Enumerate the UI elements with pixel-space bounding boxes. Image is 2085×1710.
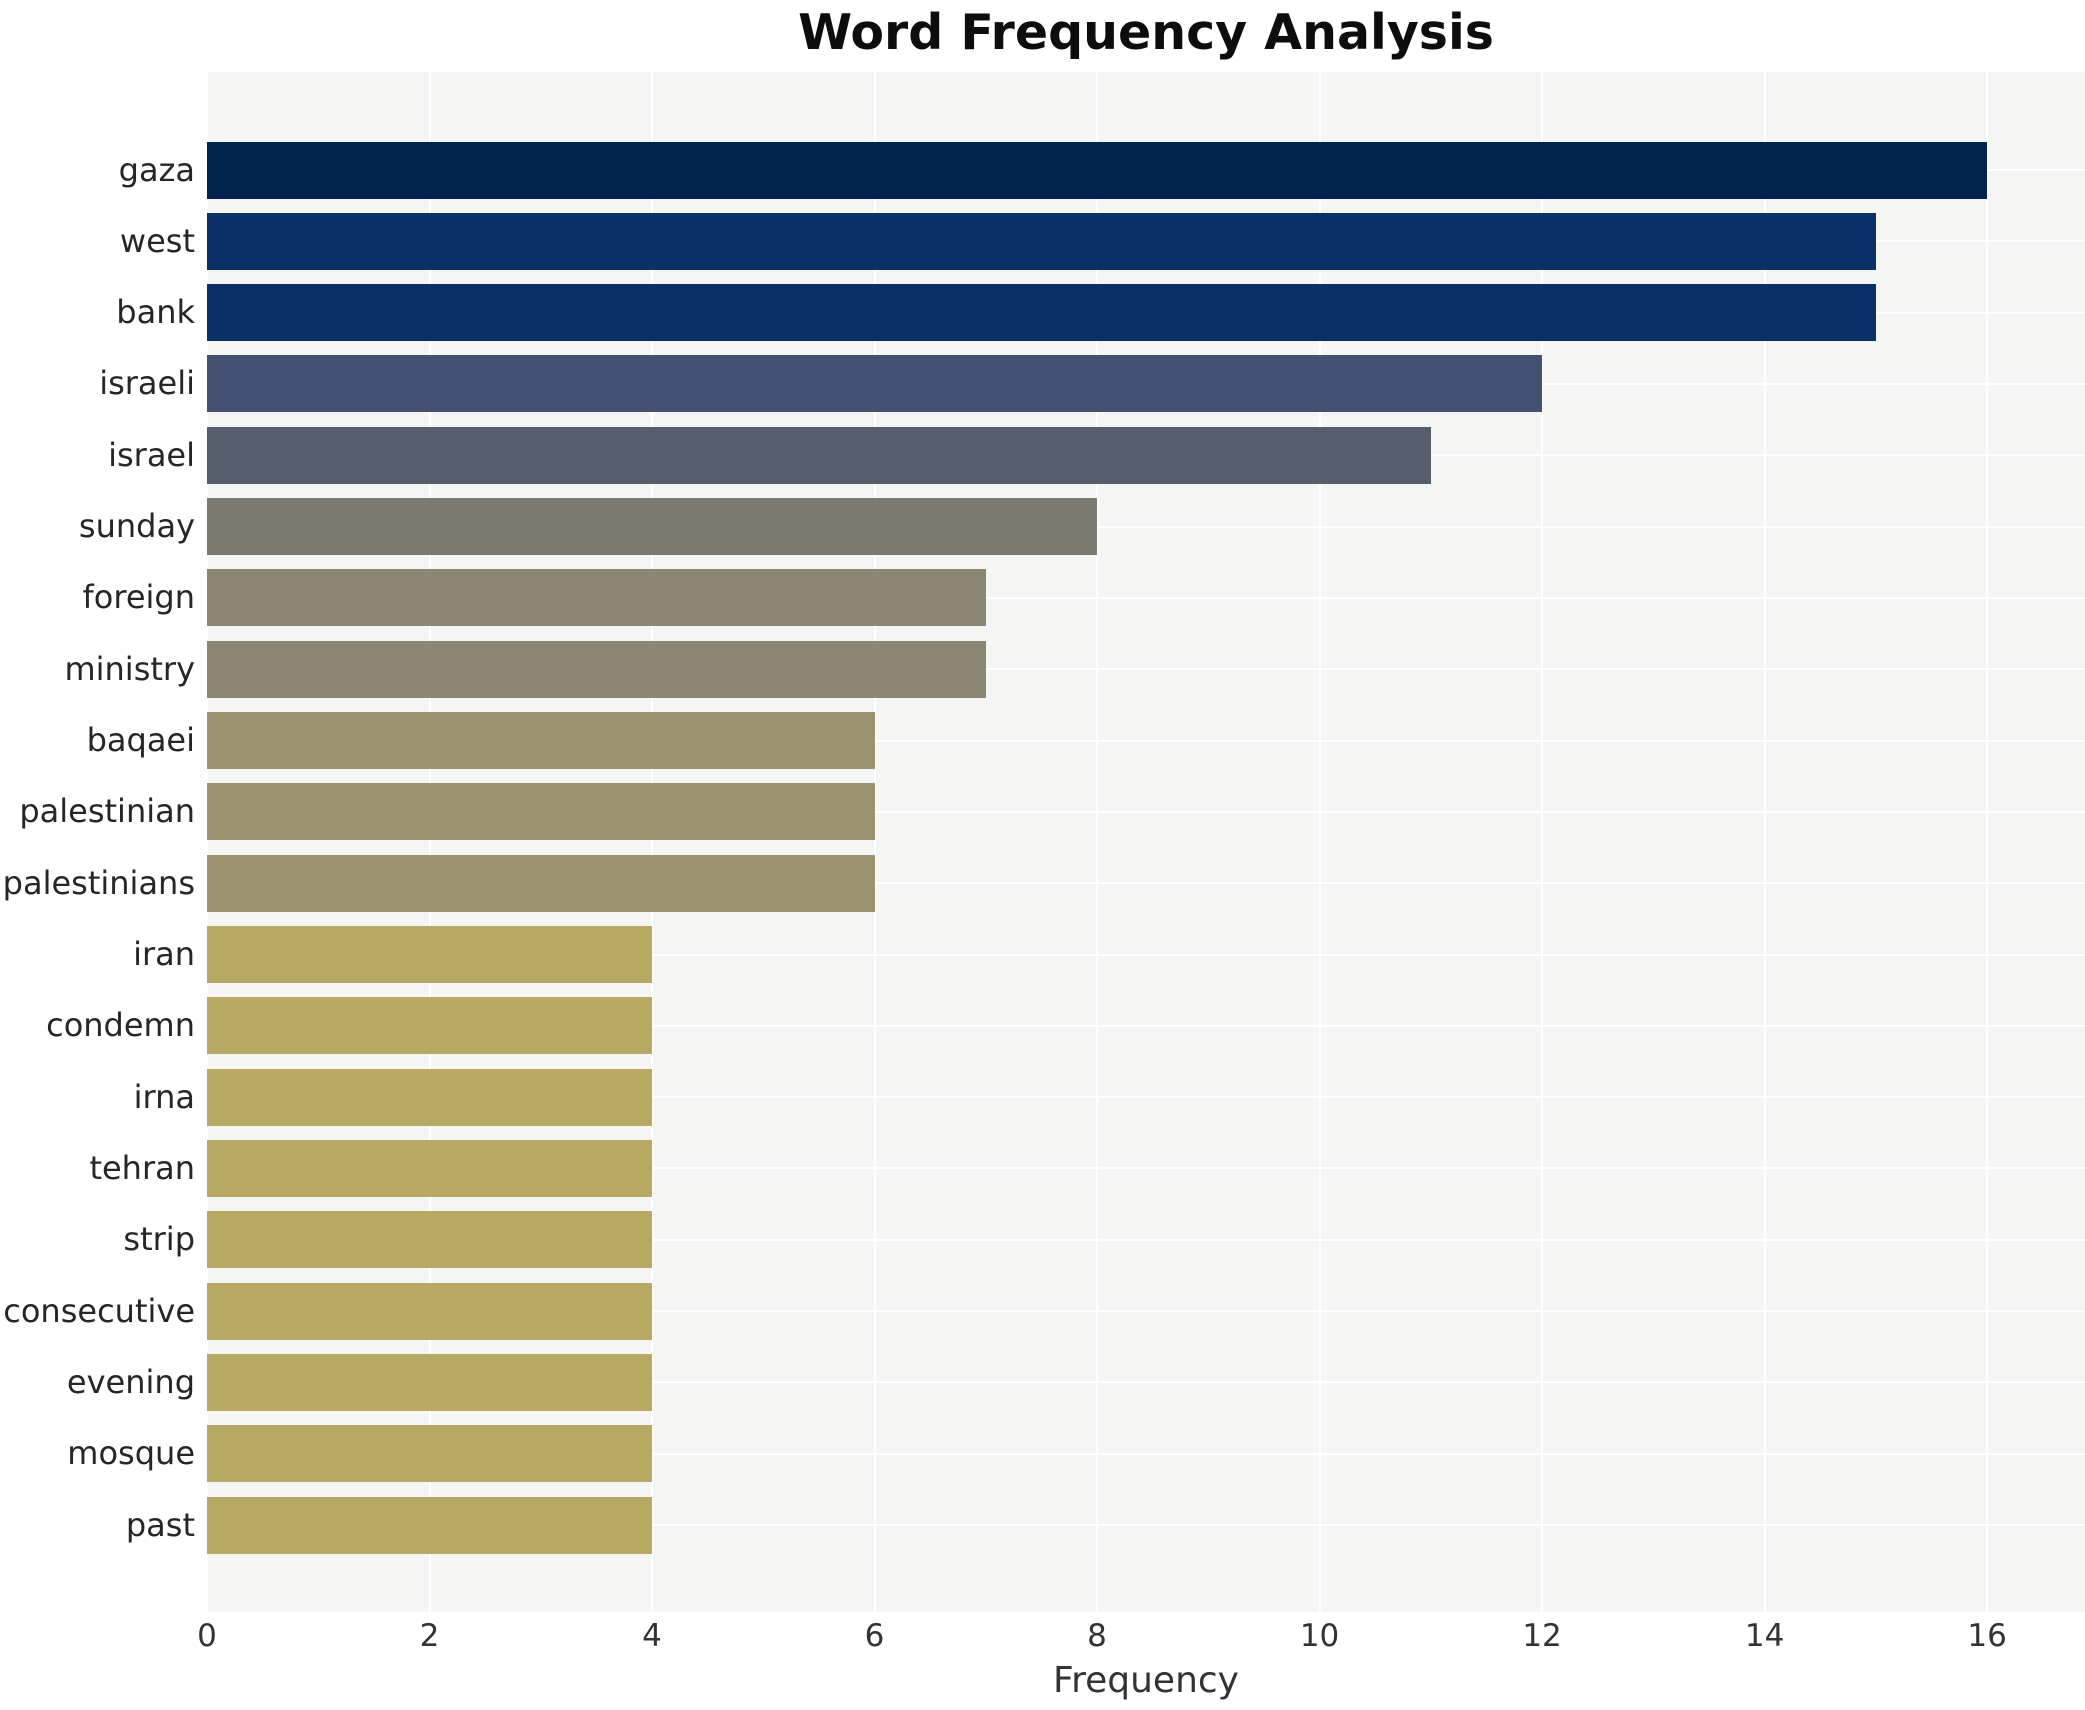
horizontal-gridline xyxy=(207,668,2085,671)
y-tick-label: tehran xyxy=(89,1148,195,1187)
y-tick-label: palestinian xyxy=(19,792,195,831)
bar-baqaei xyxy=(207,712,875,770)
x-axis-title: Frequency xyxy=(1053,1660,1239,1701)
horizontal-gridline xyxy=(207,1238,2085,1241)
horizontal-gridline xyxy=(207,1452,2085,1455)
y-tick-label: bank xyxy=(116,293,195,332)
bar-ministry xyxy=(207,640,986,698)
plot-area xyxy=(206,72,2085,1612)
y-tick-label: baqaei xyxy=(86,721,195,760)
horizontal-gridline xyxy=(207,1381,2085,1384)
vertical-gridline xyxy=(1986,72,1989,1612)
y-tick-label: west xyxy=(119,221,195,260)
y-tick-label: foreign xyxy=(82,578,195,617)
y-tick-label: palestinians xyxy=(2,863,195,902)
horizontal-gridline xyxy=(207,1524,2085,1527)
x-tick-label: 0 xyxy=(197,1618,217,1654)
bar-irna xyxy=(207,1068,653,1126)
y-tick-label: israel xyxy=(108,435,195,474)
x-tick-label: 16 xyxy=(1967,1618,2007,1654)
bar-west xyxy=(207,212,1876,270)
chart-title: Word Frequency Analysis xyxy=(798,4,1494,61)
bar-bank xyxy=(207,284,1876,342)
vertical-gridline xyxy=(206,72,208,1612)
y-tick-label: consecutive xyxy=(3,1291,195,1330)
horizontal-gridline xyxy=(207,1310,2085,1313)
x-tick-label: 4 xyxy=(642,1618,662,1654)
horizontal-gridline xyxy=(207,953,2085,956)
vertical-gridline xyxy=(1541,72,1544,1612)
x-tick-label: 10 xyxy=(1299,1618,1340,1654)
y-tick-label: past xyxy=(125,1505,195,1544)
horizontal-gridline xyxy=(207,739,2085,742)
vertical-gridline xyxy=(651,72,654,1612)
y-tick-label: strip xyxy=(123,1220,195,1259)
bar-evening xyxy=(207,1353,653,1411)
vertical-gridline xyxy=(1763,72,1766,1612)
y-tick-label: iran xyxy=(133,935,195,974)
x-tick-label: 12 xyxy=(1522,1618,1562,1654)
y-tick-label: mosque xyxy=(67,1434,195,1473)
horizontal-gridline xyxy=(207,525,2085,528)
x-tick-label: 2 xyxy=(419,1618,440,1654)
x-tick-label: 6 xyxy=(864,1618,885,1654)
bar-israeli xyxy=(207,355,1543,413)
bar-strip xyxy=(207,1211,653,1269)
bar-palestinians xyxy=(207,854,875,912)
bar-israel xyxy=(207,426,1431,484)
bar-past xyxy=(207,1496,653,1554)
y-tick-label: evening xyxy=(66,1362,195,1401)
horizontal-gridline xyxy=(207,882,2085,885)
bar-foreign xyxy=(207,569,986,627)
bar-sunday xyxy=(207,498,1098,556)
bar-consecutive xyxy=(207,1282,653,1340)
vertical-gridline xyxy=(873,72,876,1612)
y-tick-label: sunday xyxy=(78,507,195,546)
y-tick-label: gaza xyxy=(118,150,195,189)
vertical-gridline xyxy=(428,72,431,1612)
bar-condemn xyxy=(207,997,653,1055)
vertical-gridline xyxy=(1096,72,1099,1612)
y-tick-label: ministry xyxy=(64,649,195,688)
bar-palestinian xyxy=(207,783,875,841)
horizontal-gridline xyxy=(207,1096,2085,1099)
horizontal-gridline xyxy=(207,596,2085,599)
horizontal-gridline xyxy=(207,1167,2085,1170)
y-tick-label: condemn xyxy=(46,1006,195,1045)
bar-tehran xyxy=(207,1139,653,1197)
bar-iran xyxy=(207,926,653,984)
bar-mosque xyxy=(207,1425,653,1483)
y-tick-label: irna xyxy=(133,1077,195,1116)
bar-gaza xyxy=(207,141,1988,199)
x-tick-label: 14 xyxy=(1744,1618,1785,1654)
horizontal-gridline xyxy=(207,1024,2085,1027)
y-tick-label: israeli xyxy=(99,364,195,403)
x-tick-label: 8 xyxy=(1087,1618,1107,1654)
vertical-gridline xyxy=(1318,72,1321,1612)
horizontal-gridline xyxy=(207,810,2085,813)
